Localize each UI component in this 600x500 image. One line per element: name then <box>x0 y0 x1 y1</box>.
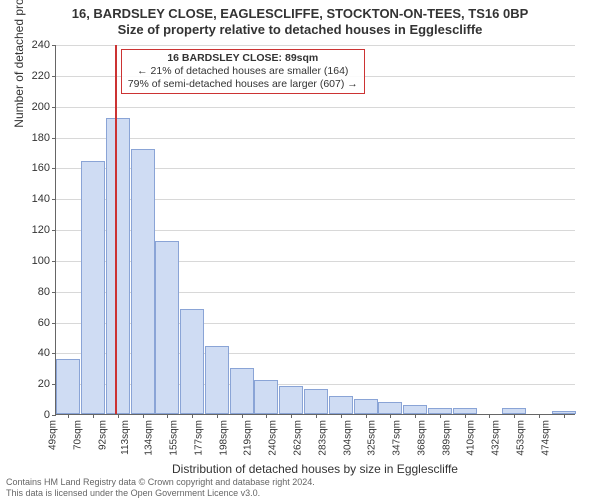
x-tick-label: 432sqm <box>491 420 502 456</box>
y-tick-label: 120 <box>32 224 50 236</box>
y-tick-label: 80 <box>38 286 50 298</box>
x-tick-label: 134sqm <box>144 420 155 456</box>
histogram-bar <box>279 386 303 414</box>
x-tick-label: 453sqm <box>516 420 527 456</box>
footer-attribution: Contains HM Land Registry data © Crown c… <box>6 477 594 498</box>
x-tick-mark <box>539 414 540 418</box>
y-tick-label: 40 <box>38 347 50 359</box>
histogram-bar <box>354 399 378 414</box>
x-tick-mark <box>266 414 267 418</box>
y-tick-label: 180 <box>32 132 50 144</box>
histogram-bar <box>378 402 402 414</box>
marker-line <box>115 45 117 414</box>
annotation-line: 79% of semi-detached houses are larger (… <box>128 78 358 91</box>
gridline <box>56 45 575 46</box>
x-tick-label: 177sqm <box>194 420 205 456</box>
y-tick-mark <box>52 45 56 46</box>
x-tick-label: 389sqm <box>441 420 452 456</box>
x-tick-mark <box>291 414 292 418</box>
y-tick-mark <box>52 138 56 139</box>
x-tick-label: 474sqm <box>540 420 551 456</box>
x-tick-mark <box>217 414 218 418</box>
x-tick-label: 410sqm <box>466 420 477 456</box>
x-tick-mark <box>341 414 342 418</box>
annotation-line: ← 21% of detached houses are smaller (16… <box>128 65 358 78</box>
x-tick-mark <box>167 414 168 418</box>
x-tick-mark <box>118 414 119 418</box>
x-tick-mark <box>93 414 94 418</box>
x-tick-mark <box>192 414 193 418</box>
x-tick-mark <box>390 414 391 418</box>
x-tick-mark <box>68 414 69 418</box>
x-tick-label: 70sqm <box>73 420 84 450</box>
footer-line2: This data is licensed under the Open Gov… <box>6 488 594 498</box>
x-tick-mark <box>143 414 144 418</box>
y-tick-mark <box>52 353 56 354</box>
x-tick-label: 240sqm <box>268 420 279 456</box>
x-tick-label: 198sqm <box>218 420 229 456</box>
y-tick-label: 160 <box>32 162 50 174</box>
chart-container: 16, BARDSLEY CLOSE, EAGLESCLIFFE, STOCKT… <box>0 0 600 500</box>
histogram-bar <box>254 380 278 414</box>
x-tick-label: 92sqm <box>97 420 108 450</box>
x-tick-mark <box>489 414 490 418</box>
x-tick-label: 304sqm <box>342 420 353 456</box>
x-axis-label: Distribution of detached houses by size … <box>55 462 575 476</box>
y-tick-label: 140 <box>32 193 50 205</box>
gridline <box>56 107 575 108</box>
histogram-bar <box>205 346 229 414</box>
chart-title-sub: Size of property relative to detached ho… <box>0 22 600 37</box>
histogram-bar <box>403 405 427 414</box>
y-tick-mark <box>52 230 56 231</box>
x-tick-label: 219sqm <box>243 420 254 456</box>
y-tick-label: 20 <box>38 378 50 390</box>
x-tick-label: 262sqm <box>293 420 304 456</box>
histogram-bar <box>304 389 328 414</box>
histogram-bar <box>56 359 80 415</box>
plot-inner: 02040608010012014016018020022024049sqm70… <box>55 45 575 415</box>
x-tick-mark <box>316 414 317 418</box>
y-axis-label: Number of detached properties <box>12 0 26 230</box>
histogram-bar <box>131 149 155 414</box>
histogram-bar <box>81 161 105 414</box>
y-tick-label: 60 <box>38 317 50 329</box>
x-tick-label: 113sqm <box>120 420 131 455</box>
footer-line1: Contains HM Land Registry data © Crown c… <box>6 477 594 487</box>
annotation-line: 16 BARDSLEY CLOSE: 89sqm <box>128 52 358 65</box>
x-tick-label: 347sqm <box>392 420 403 456</box>
x-tick-mark <box>366 414 367 418</box>
x-tick-mark <box>415 414 416 418</box>
y-tick-label: 100 <box>32 255 50 267</box>
y-tick-mark <box>52 261 56 262</box>
gridline <box>56 138 575 139</box>
x-tick-mark <box>242 414 243 418</box>
y-tick-mark <box>52 107 56 108</box>
x-tick-mark <box>465 414 466 418</box>
annotation-box: 16 BARDSLEY CLOSE: 89sqm← 21% of detache… <box>121 49 365 94</box>
x-tick-label: 325sqm <box>367 420 378 456</box>
histogram-bar <box>180 309 204 414</box>
y-tick-mark <box>52 323 56 324</box>
x-tick-label: 49sqm <box>48 420 59 450</box>
x-tick-label: 155sqm <box>169 420 180 456</box>
y-tick-mark <box>52 199 56 200</box>
y-tick-mark <box>52 76 56 77</box>
histogram-bar <box>155 241 179 414</box>
histogram-bar <box>106 118 130 414</box>
plot-area: 02040608010012014016018020022024049sqm70… <box>55 45 575 415</box>
y-tick-mark <box>52 415 56 416</box>
x-tick-mark <box>564 414 565 418</box>
y-tick-mark <box>52 168 56 169</box>
x-tick-label: 283sqm <box>317 420 328 456</box>
y-tick-label: 220 <box>32 70 50 82</box>
y-tick-label: 240 <box>32 39 50 51</box>
histogram-bar <box>230 368 254 414</box>
y-tick-label: 200 <box>32 101 50 113</box>
chart-title-address: 16, BARDSLEY CLOSE, EAGLESCLIFFE, STOCKT… <box>0 6 600 21</box>
x-tick-label: 368sqm <box>417 420 428 456</box>
x-tick-mark <box>440 414 441 418</box>
y-tick-mark <box>52 292 56 293</box>
x-tick-mark <box>514 414 515 418</box>
histogram-bar <box>329 396 353 415</box>
